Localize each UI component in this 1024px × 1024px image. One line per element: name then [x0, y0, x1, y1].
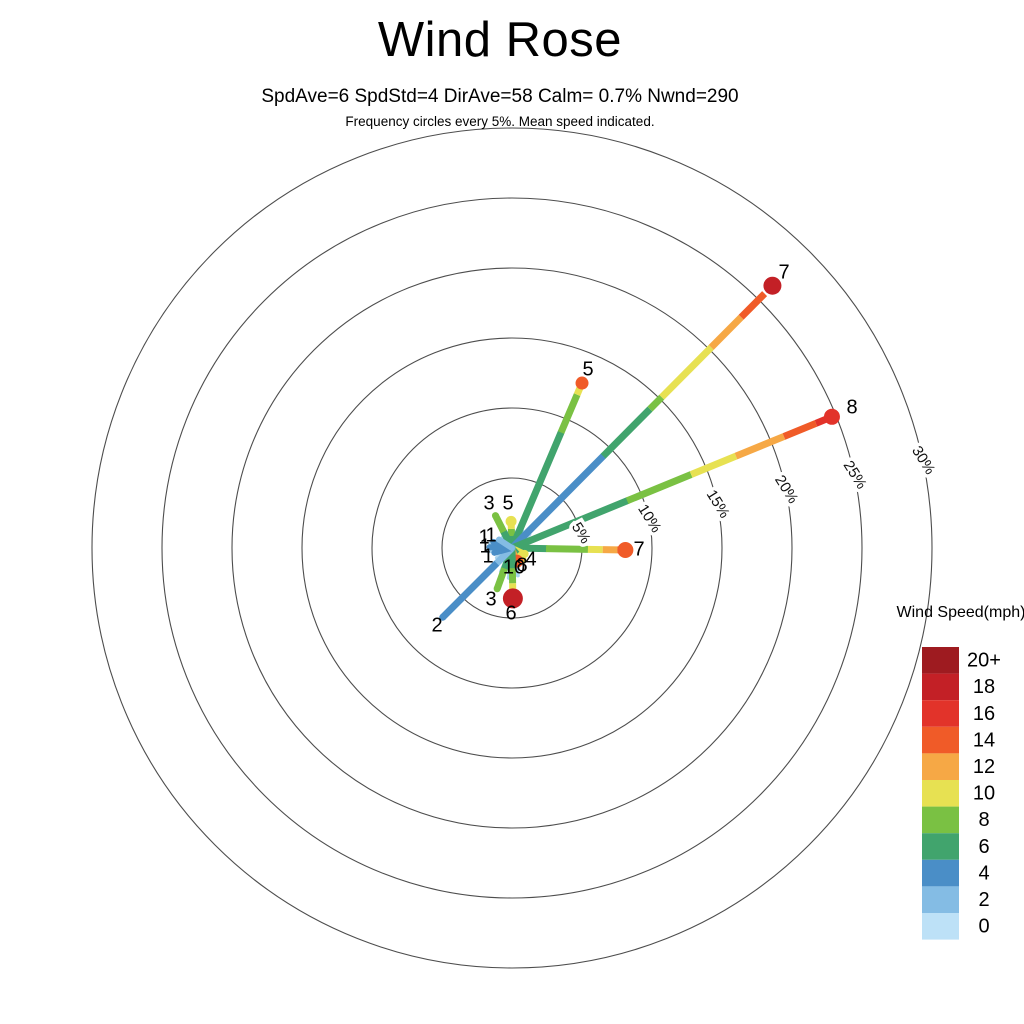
- mean-speed-label-NNW: 3: [483, 492, 494, 514]
- legend-swatch-16: [922, 700, 959, 727]
- spoke-tip-cap: [502, 588, 523, 609]
- spoke-segment-mph8: [557, 393, 581, 434]
- spoke-segment-mph14: [782, 420, 818, 440]
- legend-value-0: 0: [978, 916, 989, 938]
- spoke-E: [508, 541, 634, 558]
- legend-value-14: 14: [973, 729, 995, 751]
- spoke-NE: [508, 276, 782, 552]
- spoke-tip-cap: [493, 585, 501, 593]
- legend-swatch-12: [922, 753, 959, 780]
- ring-label-25pct: 25%: [840, 458, 870, 492]
- legend-swatch-2: [922, 886, 959, 913]
- legend-swatch-0: [922, 913, 959, 940]
- spoke-tip-cap: [575, 376, 589, 390]
- spoke-tip-cap: [439, 613, 447, 621]
- legend-value-12: 12: [973, 756, 995, 778]
- spoke-tip-cap: [491, 549, 498, 556]
- chart-title: Wind Rose: [377, 13, 623, 67]
- mean-speed-label-ESE: 4: [525, 548, 536, 570]
- spoke-tip-cap: [491, 512, 499, 520]
- ring-labels: 5% 10% 15% 20% 25% 30%: [564, 440, 941, 551]
- legend-title: Wind Speed(mph): [896, 604, 1024, 621]
- legend-value-4: 4: [978, 862, 989, 884]
- mean-speed-label-WSW: 1: [482, 545, 493, 567]
- spoke-tip-cap: [496, 536, 503, 543]
- ring-label-10pct: 10%: [634, 501, 664, 535]
- ring-label-30pct: 30%: [908, 443, 938, 477]
- spoke-segment-mph8: [647, 394, 665, 412]
- legend-value-2: 2: [978, 889, 989, 911]
- legend-swatch-10: [922, 780, 959, 807]
- legend-value-20+: 20+: [967, 650, 1001, 672]
- spoke-tip-cap: [617, 541, 634, 558]
- spoke-tip-cap: [763, 276, 782, 295]
- spoke-segment-mph10: [659, 344, 714, 400]
- frequency-rings: [91, 127, 933, 969]
- legend-swatch-14: [922, 726, 959, 754]
- wind-speed-legend: 20+ 18 16 14 12 10 8 6 4 2 0: [922, 647, 1001, 940]
- mean-speed-label-S: 6: [505, 602, 516, 624]
- mean-speed-label-NE: 7: [778, 261, 789, 283]
- spoke-S: [502, 544, 523, 609]
- legend-value-18: 18: [973, 676, 995, 698]
- frequency-ring-20pct: [231, 267, 793, 829]
- mean-speed-label-SSE: 10: [503, 556, 525, 578]
- spoke-tip-cap: [505, 515, 517, 527]
- mean-speed-label-NW: 1: [485, 524, 496, 546]
- spoke-tip-cap: [490, 538, 497, 545]
- legend-value-8: 8: [978, 809, 989, 831]
- legend-swatch-4: [922, 859, 959, 887]
- spoke-segment-mph12: [708, 314, 744, 350]
- mean-speed-label-ENE: 8: [846, 396, 857, 418]
- spoke-segment-mph8: [625, 471, 693, 505]
- spoke-segment-mph4: [440, 560, 500, 620]
- spoke-segment-mph10: [689, 452, 738, 478]
- spoke-segment-mph6: [508, 497, 631, 552]
- chart-stats-subtitle: SpdAve=6 SpdStd=4 DirAve=58 Calm= 0.7% N…: [261, 86, 739, 107]
- spoke-segment-mph6: [508, 429, 565, 552]
- mean-speed-label-N: 5: [502, 492, 513, 514]
- mean-speed-label-E: 7: [633, 538, 644, 560]
- spoke-segment-mph4: [508, 452, 607, 552]
- frequency-ring-30pct: [91, 127, 933, 969]
- ring-label-20pct: 20%: [771, 472, 801, 506]
- legend-value-10: 10: [973, 783, 995, 805]
- spoke-tip-cap: [486, 544, 493, 551]
- legend-swatch-18: [922, 673, 959, 701]
- spoke-segment-mph12: [734, 433, 786, 460]
- spoke-segment-mph8: [493, 567, 508, 590]
- mean-speed-label-W: 1: [479, 535, 490, 557]
- mean-speed-label-SW: 2: [431, 614, 442, 636]
- mean-speed-label-NNE: 5: [582, 358, 593, 380]
- spoke-tip-cap: [823, 408, 840, 425]
- legend-swatch-20+: [922, 647, 959, 674]
- direction-spokes: [439, 276, 840, 621]
- ring-label-15pct: 15%: [703, 487, 733, 521]
- frequency-ring-25pct: [161, 197, 863, 899]
- spoke-segment-mph14: [738, 291, 768, 320]
- legend-value-6: 6: [978, 836, 989, 858]
- legend-swatch-8: [922, 806, 959, 834]
- spoke-segment-mph8: [545, 545, 589, 553]
- legend-swatch-6: [922, 833, 959, 860]
- mean-speed-label-WNW: 1: [478, 526, 489, 548]
- frequency-note: Frequency circles every 5%. Mean speed i…: [345, 114, 655, 129]
- legend-value-16: 16: [973, 703, 995, 725]
- spoke-segment-mph6: [600, 406, 653, 459]
- spoke-NW: [496, 536, 515, 551]
- spoke-NNE: [508, 376, 589, 552]
- frequency-ring-10pct: [371, 407, 653, 689]
- frequency-ring-15pct: [301, 337, 723, 759]
- spoke-ENE: [508, 408, 840, 552]
- mean-speed-label-SSW: 3: [485, 588, 496, 610]
- mean-speed-label-SE: 8: [516, 554, 527, 576]
